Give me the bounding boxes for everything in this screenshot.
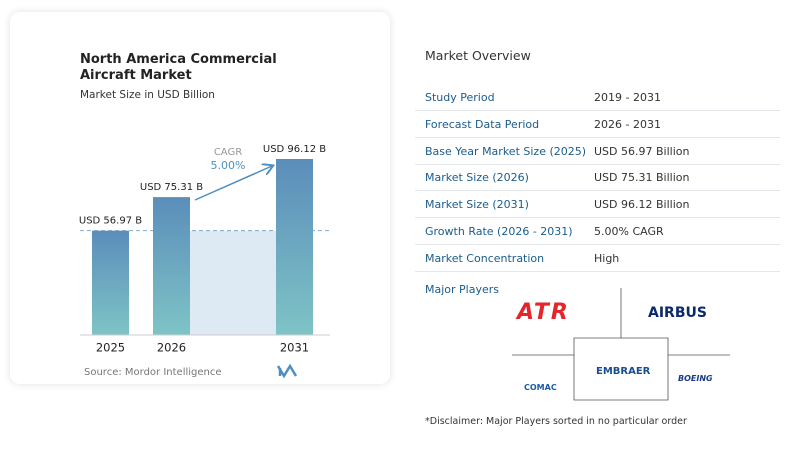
row-label: Base Year Market Size (2025)	[425, 144, 587, 158]
shade	[190, 230, 276, 335]
row-label: Forecast Data Period	[425, 117, 540, 131]
x-tick-label: 2025	[96, 341, 125, 355]
table-row: Market Concentration High	[415, 245, 780, 272]
source: Source: Mordor Intelligence	[84, 367, 222, 378]
player-logo: BOEING	[678, 374, 713, 383]
player-logo: COMAC	[524, 383, 557, 392]
chart-title: North America Commercial Aircraft Market	[80, 52, 277, 83]
bar	[153, 197, 190, 335]
row-value: 2026 - 2031	[594, 117, 661, 131]
row-value: 5.00% CAGR	[594, 225, 664, 238]
logo	[276, 363, 298, 379]
player-logo: AIRBUS	[648, 305, 707, 321]
x-tick-label: 2031	[280, 341, 309, 355]
row-value: 2019 - 2031	[594, 91, 661, 104]
cagr-arrow	[194, 166, 272, 201]
row-label: Market Concentration	[425, 251, 545, 265]
chart-subtitle: Market Size in USD Billion	[80, 89, 215, 101]
value-label: USD 56.97 B	[79, 216, 142, 227]
x-tick-label: 2026	[157, 341, 186, 355]
annotation: CAGR	[214, 147, 242, 158]
table-row: Forecast Data Period 2026 - 2031	[415, 111, 780, 138]
players-title: Major Players	[425, 283, 499, 296]
row-label: Growth Rate (2026 - 2031)	[425, 225, 573, 238]
value-label: USD 75.31 B	[140, 182, 203, 193]
row-value: USD 96.12 Billion	[594, 198, 690, 212]
row-label: Market Size (2026)	[425, 171, 529, 185]
table-row: Growth Rate (2026 - 2031) 5.00% CAGR	[415, 218, 780, 245]
bar	[92, 230, 129, 335]
logo-grid	[512, 288, 730, 401]
row-label: Market Size (2031)	[425, 198, 529, 212]
row-label: Study Period	[425, 91, 495, 104]
value-label: USD 96.12 B	[263, 144, 326, 155]
disclaimer: *Disclaimer: Major Players sorted in no …	[425, 416, 687, 427]
table-row: Base Year Market Size (2025) USD 56.97 Bi…	[415, 138, 780, 165]
chart: CAGR 5.00% Source: Mordor Intelligence U…	[79, 144, 330, 379]
player-logo: ATR	[517, 300, 570, 325]
row-value: USD 56.97 Billion	[594, 144, 690, 158]
bar	[276, 159, 313, 335]
player-logo: EMBRAER	[596, 366, 651, 377]
table-row: Market Size (2031) USD 96.12 Billion	[415, 191, 780, 219]
table-row: Study Period 2019 - 2031	[415, 84, 780, 111]
overview-title: Market Overview	[425, 48, 531, 63]
table-row: Market Size (2026) USD 75.31 Billion	[415, 164, 780, 192]
annotation: 5.00%	[211, 159, 246, 172]
row-value: USD 75.31 Billion	[594, 171, 690, 185]
row-value: High	[594, 251, 620, 265]
